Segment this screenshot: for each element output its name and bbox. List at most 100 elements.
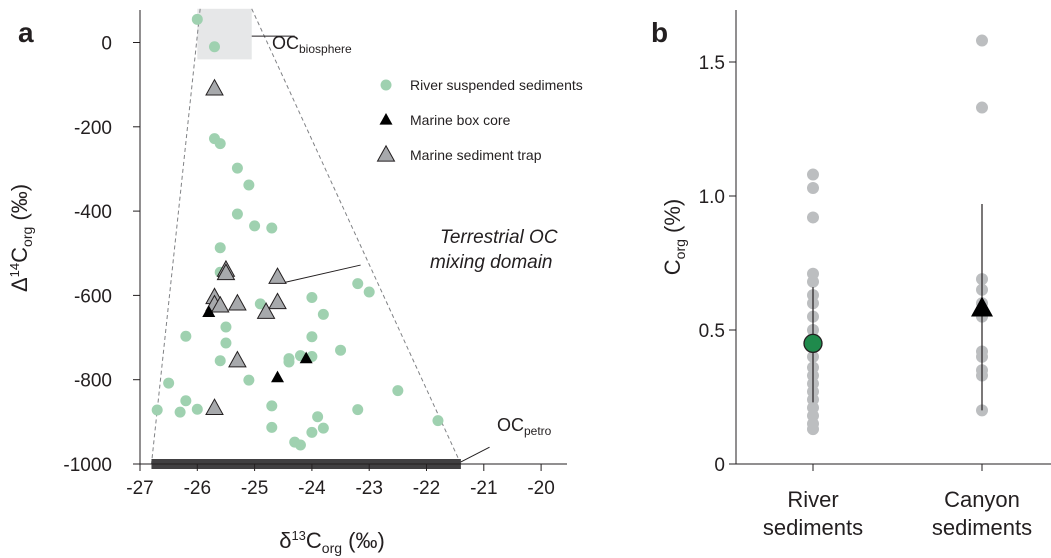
canyon-sediment-point xyxy=(976,34,988,47)
marine-sediment-trap-point xyxy=(228,350,247,368)
panel-a: a -27 -26 -25 -24 -23 -22 -21 -200-200-400-600-… xyxy=(7,8,583,556)
river-suspended-sediment-point xyxy=(283,356,295,368)
category-canyon-line2: sediments xyxy=(932,515,1032,540)
river-suspended-sediment-point xyxy=(306,426,318,438)
panel-a-x-axis-label: δ13Corg (‰) xyxy=(279,528,385,556)
river-suspended-sediment-point xyxy=(220,337,232,349)
canyon-sediment-point xyxy=(976,101,988,114)
river-suspended-sediment-point xyxy=(231,208,243,220)
river-suspended-sediment-point xyxy=(249,220,261,232)
y-label-pre: Δ xyxy=(7,277,32,292)
oc-petro-label: OCpetro xyxy=(497,415,552,438)
legend-sediment-trap-marker xyxy=(376,144,396,162)
mixing-domain-pointer xyxy=(283,264,361,284)
river-suspended-sediment-point xyxy=(363,286,375,298)
legend-label: Marine sediment trap xyxy=(410,147,542,163)
marine-sediment-trap-point xyxy=(268,292,287,310)
river-suspended-sediment-point xyxy=(352,404,364,416)
river-suspended-sediment-point xyxy=(306,331,318,343)
river-sediment-point xyxy=(807,275,819,288)
panel-a-annotations: Terrestrial OC mixing domain OCbiosphere… xyxy=(272,33,558,438)
river-sediment-point xyxy=(807,168,819,181)
mixing-domain-label-line1: Terrestrial OC xyxy=(440,227,558,248)
x-label-post: (‰) xyxy=(342,528,385,553)
panel-a-letter: a xyxy=(18,17,34,48)
marine-sediment-trap-point xyxy=(256,302,276,319)
y-label-base: C xyxy=(7,247,32,263)
oc-biosphere-box xyxy=(197,8,252,60)
river-suspended-sediment-point xyxy=(266,421,278,433)
panel-a-y-axis-label: Δ14Corg (‰) xyxy=(7,184,35,292)
panel-a-y-tick-label: 0 xyxy=(101,34,112,55)
river-sediment-point xyxy=(807,211,819,224)
marine-box-core-point xyxy=(271,370,285,383)
river-suspended-sediment-point xyxy=(352,278,364,290)
river-suspended-sediment-point xyxy=(214,138,226,150)
b-y-label-sub: org xyxy=(672,239,688,259)
oc-petro-base: OC xyxy=(497,415,524,435)
panel-a-x-tick-label: -23 xyxy=(355,478,382,499)
panel-a-x-tick-label: -21 xyxy=(470,478,497,499)
river-suspended-sediment-point xyxy=(266,400,278,412)
marine-sediment-trap-point xyxy=(205,398,224,415)
y-label-post: (‰) xyxy=(7,184,32,227)
oc-petro-pointer xyxy=(460,446,490,463)
marine-sediment-trap-point xyxy=(210,295,230,313)
marine-sediment-trap-point xyxy=(228,293,247,311)
b-y-label-post: (%) xyxy=(660,199,685,239)
oc-petro-sub: petro xyxy=(524,424,552,438)
panel-a-x-tick-label: -24 xyxy=(298,478,326,499)
river-suspended-sediment-point xyxy=(392,385,404,397)
panel-a-y-tick-label: -600 xyxy=(74,286,112,307)
x-label-base: C xyxy=(306,528,322,553)
river-suspended-sediment-point xyxy=(191,13,203,25)
river-suspended-sediment-point xyxy=(306,292,318,304)
river-suspended-sediment-point xyxy=(151,404,163,416)
panel-b: b 0 0.5 1.0 1.5 Corg (%) River sediments Ca… xyxy=(651,10,1051,540)
category-canyon-line1: Canyon xyxy=(944,487,1020,512)
panel-a-points xyxy=(151,13,444,451)
mixing-domain-left-edge xyxy=(150,8,201,465)
river-suspended-sediment-point xyxy=(191,403,203,415)
marine-sediment-trap-point xyxy=(268,267,287,284)
panel-b-y-tick-label: 1.5 xyxy=(699,53,725,74)
y-label-sub: org xyxy=(19,227,35,247)
x-label-sub: org xyxy=(322,540,342,556)
panel-b-y-tick-label: 0 xyxy=(714,455,725,476)
panel-a-y-tick-label: -400 xyxy=(74,202,112,223)
legend-label: River suspended sediments xyxy=(410,77,583,93)
panel-a-x-tick-label: -25 xyxy=(241,478,268,499)
river-suspended-sediment-point xyxy=(266,222,278,234)
river-suspended-sediment-point xyxy=(220,321,232,333)
y-label-sup: 14 xyxy=(7,263,22,277)
panel-a-y-tick-label: -800 xyxy=(74,371,112,392)
category-river-line2: sediments xyxy=(763,515,863,540)
river-suspended-sediment-point xyxy=(214,355,226,367)
oc-biosphere-sub: biosphere xyxy=(299,42,352,56)
oc-biosphere-base: OC xyxy=(272,33,299,53)
x-label-sup: 13 xyxy=(291,528,305,543)
river-suspended-sediment-point xyxy=(432,415,444,427)
panel-a-axes: -27 -26 -25 -24 -23 -22 -21 -200-200-400-600-80… xyxy=(63,10,567,499)
marine-sediment-trap-point xyxy=(216,263,236,281)
river-suspended-sediment-point xyxy=(312,411,324,423)
river-suspended-sediment-point xyxy=(174,406,186,418)
river-suspended-sediment-point xyxy=(180,330,192,342)
panel-a-x-tick-label: -27 xyxy=(126,478,153,499)
river-suspended-sediment-point xyxy=(243,179,255,191)
river-suspended-sediment-point xyxy=(317,422,329,434)
marine-sediment-trap-point xyxy=(205,78,224,96)
x-label-pre: δ xyxy=(279,528,291,553)
river-suspended-sediment-point xyxy=(214,242,226,254)
river-suspended-sediment-point xyxy=(163,377,175,389)
oc-biosphere-label: OCbiosphere xyxy=(272,33,352,56)
river-suspended-sediment-point xyxy=(243,374,255,386)
river-suspended-sediment-point xyxy=(254,298,266,310)
b-y-label-base: C xyxy=(660,259,685,275)
river-suspended-sediment-point xyxy=(208,41,220,53)
river-suspended-sediment-point xyxy=(294,439,306,451)
panel-b-axes: 0 0.5 1.0 1.5 xyxy=(699,10,1051,476)
panel-b-y-tick-label: 0.5 xyxy=(699,321,725,342)
panel-a-legend: River suspended sediments Marine box core… xyxy=(376,77,583,163)
